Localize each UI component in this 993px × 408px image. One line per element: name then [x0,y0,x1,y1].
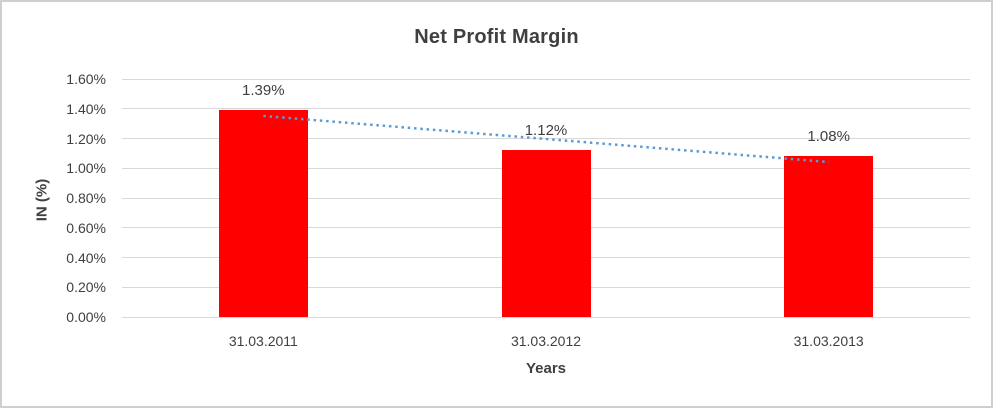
gridline [122,108,970,110]
y-axis-tick-label: 1.00% [66,160,106,177]
y-axis-tick-label: 0.80% [66,190,106,206]
bar-data-label: 1.12% [524,122,568,140]
bar-31.03.2013 [784,156,874,317]
x-axis-title: Years [525,360,567,377]
gridline [122,78,970,80]
x-axis-category-label: 31.03.2013 [793,333,864,349]
x-axis-category-label: 31.03.2012 [510,333,582,349]
y-axis-tick-label: 0.00% [66,309,106,325]
y-axis-tick-label: 1.40% [66,100,106,117]
x-axis-category-label: 31.03.2011 [228,333,298,349]
y-axis-tick-label: 0.40% [66,249,106,266]
y-axis-tick-label: 1.20% [66,130,106,147]
y-axis-tick-label: 0.20% [66,279,106,296]
y-axis-tick-label: 0.60% [66,219,106,236]
bar-31.03.2012 [501,150,591,317]
bar-data-label: 1.39% [242,82,285,100]
chart-title: Net Profit Margin [414,26,579,48]
bar-31.03.2011 [218,110,308,317]
y-axis-tick-label: 1.60% [66,71,106,87]
bar-data-label: 1.08% [807,128,850,146]
gridline [122,316,970,318]
